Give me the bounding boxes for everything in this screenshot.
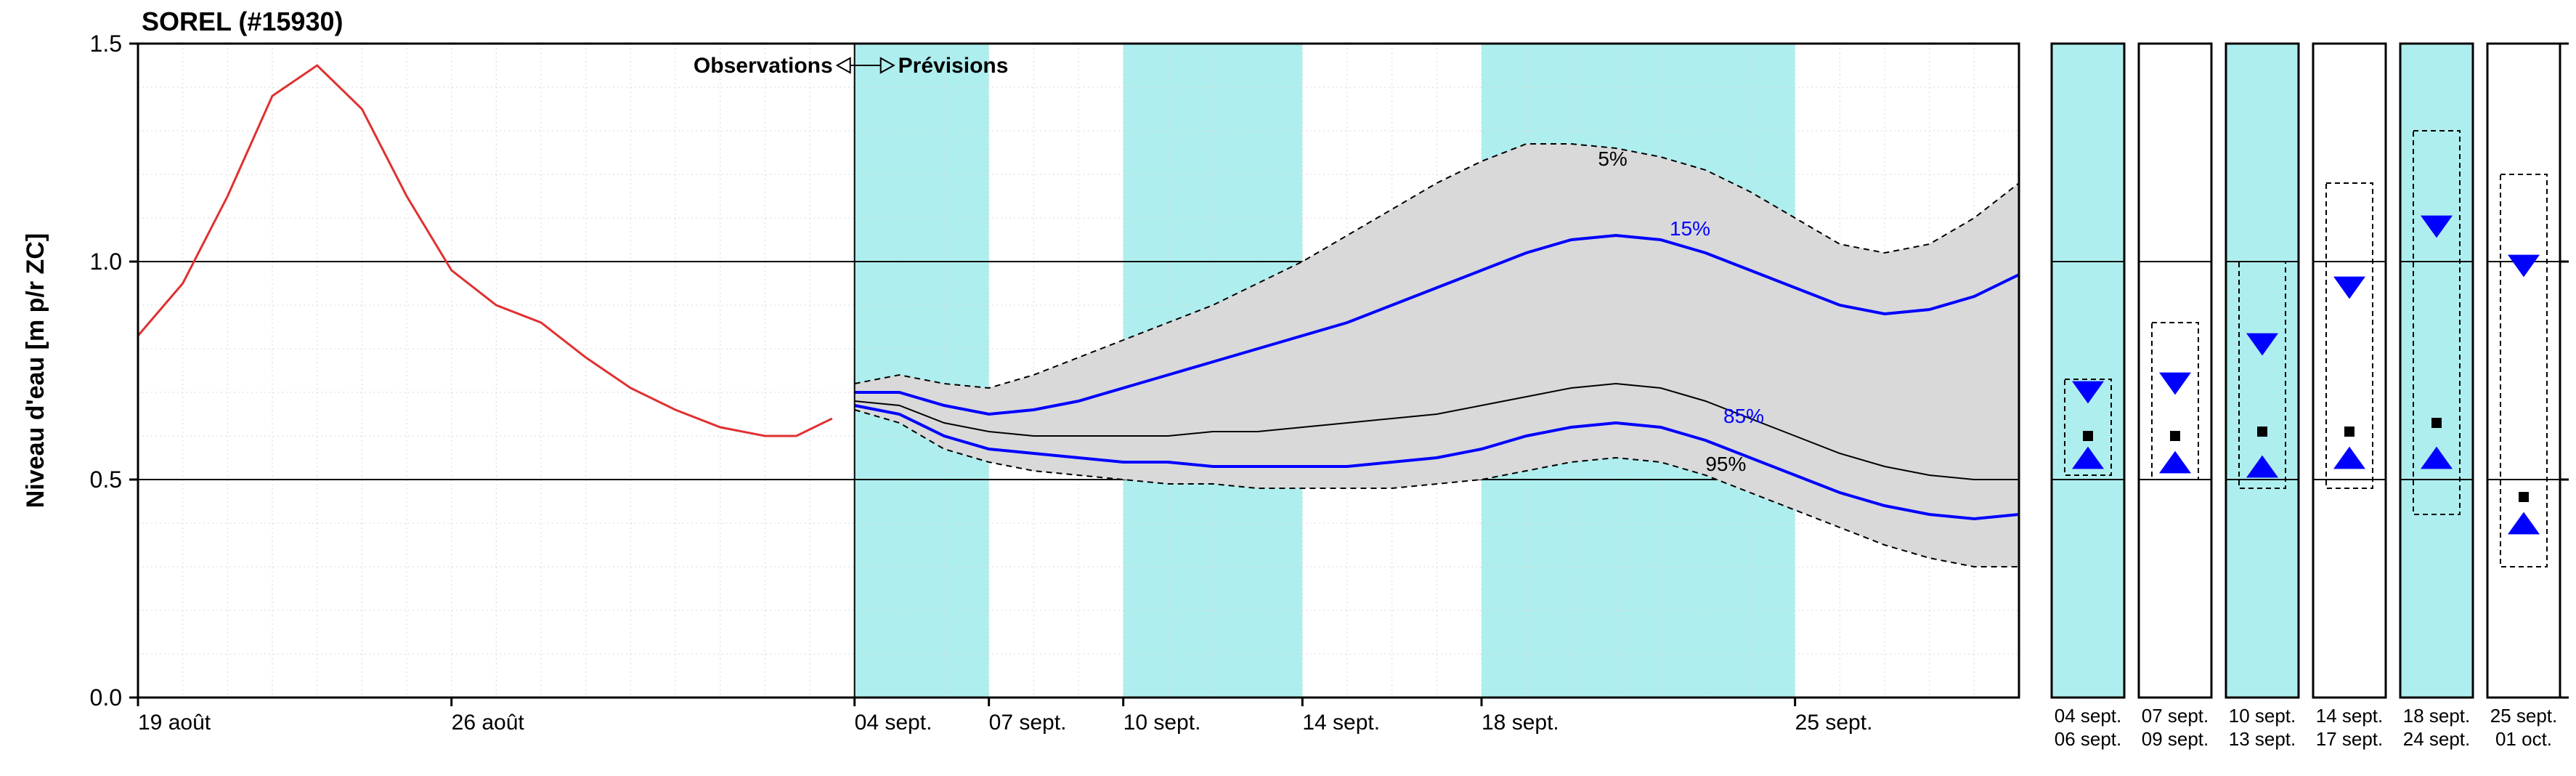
x-tick-label: 18 sept. xyxy=(1482,711,1559,735)
observations-label: Observations xyxy=(694,54,833,78)
percentile-label: 5% xyxy=(1598,147,1627,170)
panel-top-label: 10 sept. xyxy=(2229,705,2296,727)
y-tick-label: 0.0 xyxy=(90,684,122,711)
weekly-panel: 14 sept.17 sept. xyxy=(2313,44,2386,750)
weekend-band xyxy=(855,44,989,698)
median-marker-icon xyxy=(2431,418,2442,428)
panel-top-label: 07 sept. xyxy=(2142,705,2209,727)
weekly-panel: 25 sept.01 oct. xyxy=(2487,44,2560,750)
panel-bottom-label: 09 sept. xyxy=(2142,728,2209,750)
y-axis-label: Niveau d'eau [m p/r ZC] xyxy=(22,233,49,508)
weekly-panel: 04 sept.06 sept. xyxy=(2052,44,2124,750)
chart-title: SOREL (#15930) xyxy=(142,7,343,36)
median-marker-icon xyxy=(2257,427,2267,437)
x-tick-label: 19 août xyxy=(138,711,211,735)
x-tick-label: 04 sept. xyxy=(855,711,933,735)
x-tick-label: 14 sept. xyxy=(1302,711,1380,735)
median-marker-icon xyxy=(2083,431,2093,441)
x-tick-label: 25 sept. xyxy=(1795,711,1873,735)
y-tick-label: 1.5 xyxy=(90,31,122,57)
weekly-panel: 18 sept.24 sept. xyxy=(2400,44,2473,750)
water-level-chart: 5% 15% 85% 95% 0.0 0.5 1.0 1.5 19 août 26 août 04 … xyxy=(0,0,2576,776)
panel-top-label: 04 sept. xyxy=(2055,705,2122,727)
median-marker-icon xyxy=(2170,431,2180,441)
panel-bottom-label: 24 sept. xyxy=(2403,728,2471,750)
panel-bottom-label: 13 sept. xyxy=(2229,728,2296,750)
median-marker-icon xyxy=(2519,492,2529,502)
percentile-label: 95% xyxy=(1705,453,1746,475)
y-tick-label: 1.0 xyxy=(90,248,122,275)
panel-bottom-label: 01 oct. xyxy=(2495,728,2552,750)
x-tick-label: 26 août xyxy=(452,711,525,735)
panel-top-label: 25 sept. xyxy=(2490,705,2558,727)
panel-bottom-label: 06 sept. xyxy=(2055,728,2122,750)
panel-top-label: 14 sept. xyxy=(2316,705,2384,727)
panel-bottom-label: 17 sept. xyxy=(2316,728,2384,750)
panel-top-label: 18 sept. xyxy=(2403,705,2471,727)
weekly-panel: 07 sept.09 sept. xyxy=(2139,44,2211,750)
x-tick-label: 10 sept. xyxy=(1124,711,1201,735)
percentile-label: 15% xyxy=(1670,217,1710,240)
y-tick-label: 0.5 xyxy=(90,466,122,493)
forecast-label: Prévisions xyxy=(898,54,1009,78)
percentile-label: 85% xyxy=(1723,405,1764,427)
median-marker-icon xyxy=(2344,427,2354,437)
weekly-panel: 10 sept.13 sept. xyxy=(2226,44,2299,750)
x-tick-label: 07 sept. xyxy=(989,711,1067,735)
